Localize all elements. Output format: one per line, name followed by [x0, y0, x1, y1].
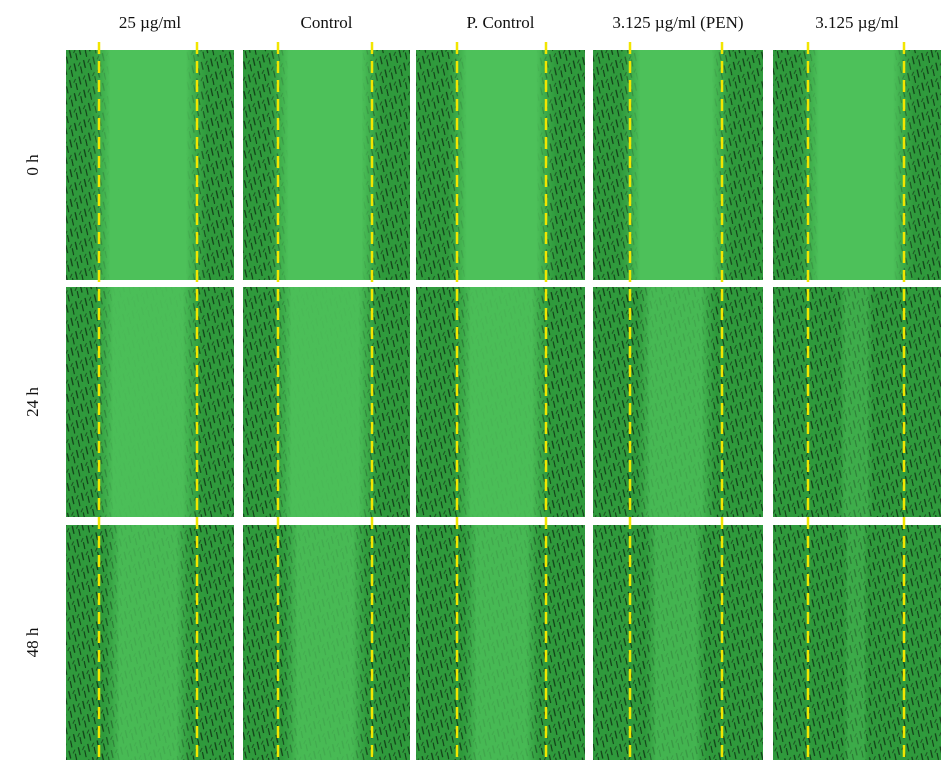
wound-gap	[798, 50, 914, 280]
wound-gap	[454, 287, 550, 517]
wound-gap	[636, 287, 716, 517]
column-header: Control	[301, 13, 353, 32]
row-label: 24 h	[23, 387, 42, 417]
column-header: 3.125 µg/ml	[815, 13, 899, 32]
figure: 25 µg/ml Control P. Control 3.125 µg/ml (PE…	[0, 0, 946, 761]
column-header: 25 µg/ml	[119, 13, 181, 32]
wound-gap	[273, 287, 378, 517]
wound-gap	[282, 525, 368, 760]
column-header: P. Control	[466, 13, 534, 32]
wound-gap	[463, 525, 541, 760]
row-label: 0 h	[23, 154, 42, 176]
wound-gap	[104, 525, 193, 760]
wound-gap	[620, 50, 732, 280]
row-label: 48 h	[23, 627, 42, 657]
wound-gap	[89, 50, 207, 280]
wound-gap	[268, 50, 382, 280]
wound-gap	[645, 525, 706, 760]
wound-gap	[94, 287, 202, 517]
wound-gap	[839, 287, 873, 517]
column-header: 3.125 µg/ml (PEN)	[612, 13, 743, 32]
wound-gap	[844, 525, 869, 760]
wound-gap	[447, 50, 556, 280]
